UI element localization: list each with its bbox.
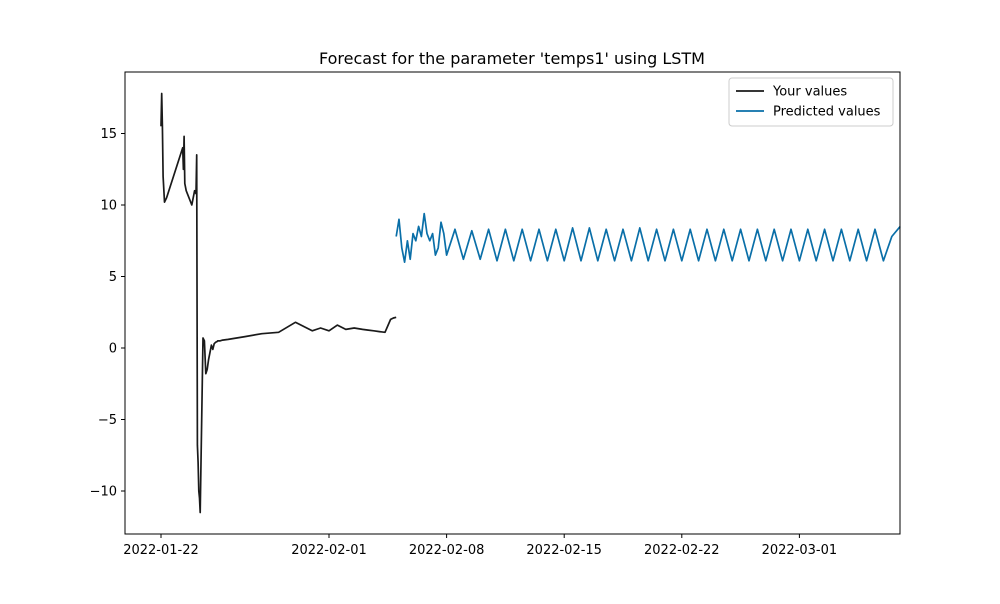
y-tick-label: 5 — [109, 270, 117, 285]
plot-frame — [124, 71, 901, 535]
x-tick-label: 2022-02-15 — [526, 543, 602, 558]
series-line-1 — [160, 92, 397, 514]
chart-title: Forecast for the parameter 'temps1' usin… — [319, 49, 705, 68]
series-layer — [160, 92, 901, 514]
legend: Your values Predicted values — [728, 77, 894, 127]
legend-box — [728, 77, 894, 127]
x-axis: 2022-01-22 2022-02-01 2022-02-08 2022-02-15… — [123, 534, 837, 558]
x-tick-label: 2022-01-22 — [123, 543, 199, 558]
x-tick-label: 2022-02-08 — [409, 543, 485, 558]
legend-label: Predicted values — [773, 105, 881, 120]
y-tick-label: 0 — [109, 342, 117, 357]
series-line-2 — [395, 212, 901, 264]
x-tick-label: 2022-02-01 — [291, 543, 367, 558]
y-tick-label: −10 — [90, 485, 117, 500]
x-tick-label: 2022-02-22 — [644, 543, 720, 558]
y-tick-label: 10 — [100, 199, 117, 214]
legend-label: Your values — [772, 85, 847, 100]
y-axis: −10 −5 0 5 10 15 — [90, 127, 125, 500]
x-tick-label: 2022-03-01 — [762, 543, 838, 558]
y-tick-label: 15 — [100, 127, 117, 142]
y-tick-label: −5 — [98, 413, 117, 428]
